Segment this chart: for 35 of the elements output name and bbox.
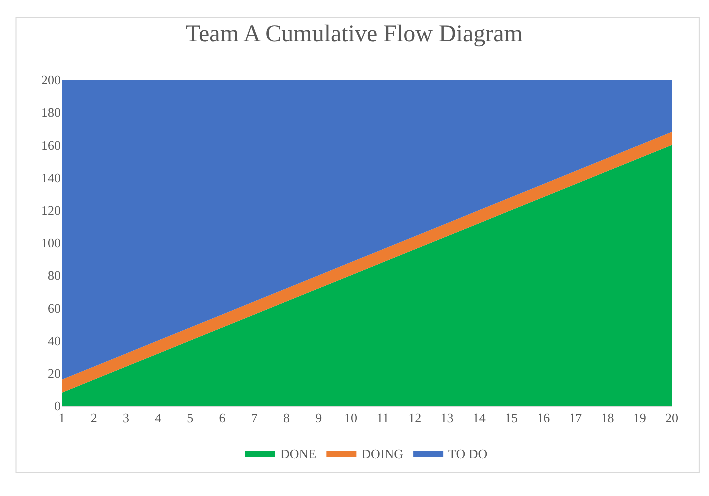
x-tick-label: 17 [569, 410, 583, 426]
x-tick-label: 20 [666, 410, 678, 426]
x-tick-label: 5 [187, 410, 194, 426]
x-tick-label: 2 [90, 410, 98, 426]
x-tick-label: 3 [122, 410, 130, 426]
y-tick-label: 80 [48, 268, 61, 284]
x-tick-label: 4 [155, 410, 162, 426]
x-tick-label: 1 [58, 410, 66, 426]
x-tick-label: 9 [316, 410, 322, 426]
y-tick-label: 160 [42, 138, 61, 153]
x-tick-label: 11 [376, 410, 390, 426]
x-tick-label: 18 [601, 410, 614, 426]
x-tick-label: 16 [537, 410, 551, 426]
y-tick-label: 120 [42, 202, 61, 218]
x-tick-label: 6 [219, 410, 226, 426]
legend-label: DOING [362, 446, 404, 462]
x-tick-label: 19 [633, 410, 646, 426]
chart-title: Team A Cumulative Flow Diagram [186, 22, 524, 48]
y-tick-label: 140 [42, 170, 61, 186]
y-tick-label: 200 [42, 72, 61, 88]
x-tick-label: 10 [344, 410, 358, 426]
x-tick-label: 8 [283, 410, 290, 426]
x-tick-label: 14 [472, 410, 486, 426]
y-tick-label: 40 [48, 333, 61, 348]
y-tick-label: 180 [42, 105, 61, 120]
legend-label: DONE [280, 446, 317, 462]
y-tick-label: 60 [48, 300, 61, 316]
y-tick-label: 100 [42, 236, 61, 251]
y-tick-label: 0 [54, 398, 61, 414]
legend-label: TO DO [448, 446, 488, 462]
x-tick-label: 15 [504, 410, 518, 426]
x-tick-label: 13 [440, 410, 454, 426]
y-tick-label: 20 [48, 366, 61, 381]
x-tick-label: 7 [251, 410, 258, 426]
x-tick-label: 12 [408, 410, 422, 426]
